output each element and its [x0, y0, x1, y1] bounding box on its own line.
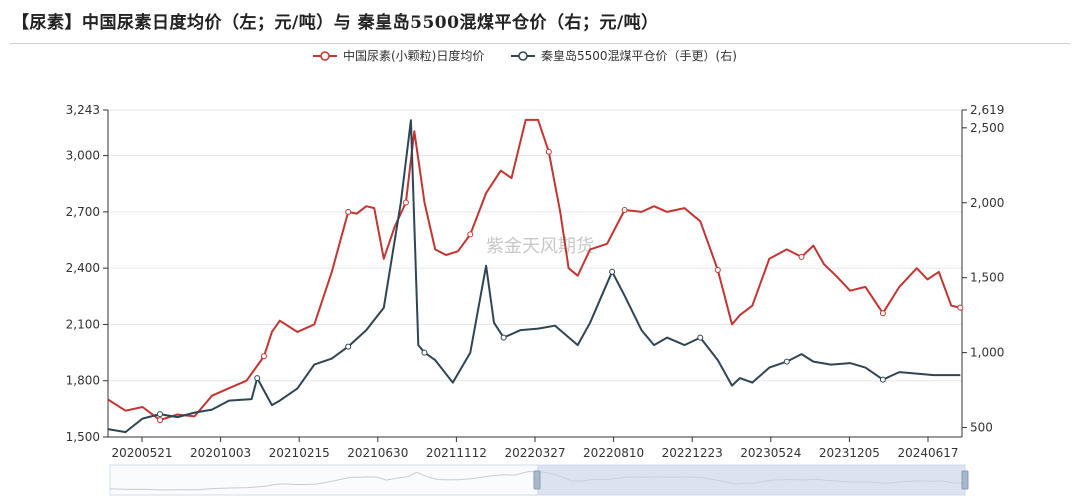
data-point-2 [254, 375, 261, 382]
title-divider [10, 43, 1070, 44]
tick-label-x: 20240617 [897, 446, 958, 460]
tick-label-x: 20200521 [111, 446, 172, 460]
data-point-1 [879, 310, 886, 317]
data-point-2 [345, 343, 352, 350]
legend[interactable]: 中国尿素(小颗粒)日度均价 秦皇岛5500混煤平仓价（手更）(右) [313, 48, 737, 63]
data-point-1 [714, 267, 721, 273]
datazoom-slider[interactable] [109, 464, 969, 496]
tick-label-left: 2,400 [66, 261, 100, 275]
legend-label: 中国尿素(小颗粒)日度均价 [343, 48, 484, 63]
tick-label-x: 20201003 [190, 446, 251, 460]
data-point-1 [345, 208, 352, 215]
legend-item-1[interactable]: 中国尿素(小颗粒)日度均价 [313, 48, 484, 63]
series-lines [107, 118, 964, 434]
tick-label-left: 3,243 [66, 103, 100, 117]
series-line-1 [107, 118, 961, 422]
data-point-1 [545, 148, 552, 155]
tick-label-right: 1,500 [970, 271, 1004, 285]
tick-label-x: 20211112 [426, 446, 487, 460]
legend-label: 秦皇岛5500混煤平仓价（手更）(右) [541, 48, 737, 63]
tick-label-right: 1,000 [970, 346, 1004, 360]
data-point-1 [798, 253, 805, 260]
zoom-handle-left[interactable] [533, 470, 541, 490]
tick-label-x: 20220810 [583, 446, 644, 460]
data-point-1 [157, 417, 163, 424]
tick-label-left: 1,800 [66, 374, 100, 388]
data-point-1 [957, 304, 964, 311]
series-line-2 [107, 119, 961, 434]
data-point-1 [467, 231, 474, 238]
zoom-handle-right[interactable] [961, 470, 969, 490]
data-point-2 [421, 349, 428, 356]
data-point-2 [697, 334, 704, 341]
chart-title: 【尿素】中国尿素日度均价（左；元/吨）与 秦皇岛5500混煤平仓价（右；元/吨） [12, 13, 659, 33]
tick-label-x: 20220327 [504, 446, 565, 460]
data-point-2 [609, 268, 616, 275]
data-point-2 [879, 376, 886, 383]
tick-label-x: 20230524 [740, 446, 801, 460]
tick-label-left: 3,000 [66, 149, 100, 163]
tick-label-x: 20221223 [662, 446, 723, 460]
watermark-text: 紫金天风期货 [486, 236, 594, 257]
data-point-2 [500, 334, 507, 341]
legend-marker-icon [320, 51, 330, 61]
tick-label-right: 500 [970, 421, 993, 435]
data-point-2 [157, 411, 163, 418]
tick-label-x: 20210630 [347, 446, 408, 460]
data-point-2 [783, 358, 790, 365]
data-point-1 [621, 207, 628, 213]
tick-label-left: 2,100 [66, 317, 100, 331]
data-point-1 [261, 353, 267, 360]
tick-label-left: 2,700 [66, 205, 100, 219]
tick-label-right: 2,619 [970, 103, 1004, 117]
grid-lines [108, 109, 962, 382]
axes: 1,500 1,800 2,100 2,400 2,700 3,000 3,243 500 1,… [66, 103, 1005, 460]
tick-label-right: 2,000 [970, 196, 1004, 210]
tick-label-left: 1,500 [66, 430, 100, 444]
tick-label-x: 20210215 [269, 446, 330, 460]
tick-label-right: 2,500 [970, 121, 1004, 135]
tick-label-x: 20231205 [819, 446, 880, 460]
zoom-selected-range[interactable] [537, 465, 965, 495]
legend-marker-icon [518, 51, 528, 61]
data-point-1 [402, 199, 409, 206]
legend-item-2[interactable]: 秦皇岛5500混煤平仓价（手更）(右) [511, 48, 737, 63]
